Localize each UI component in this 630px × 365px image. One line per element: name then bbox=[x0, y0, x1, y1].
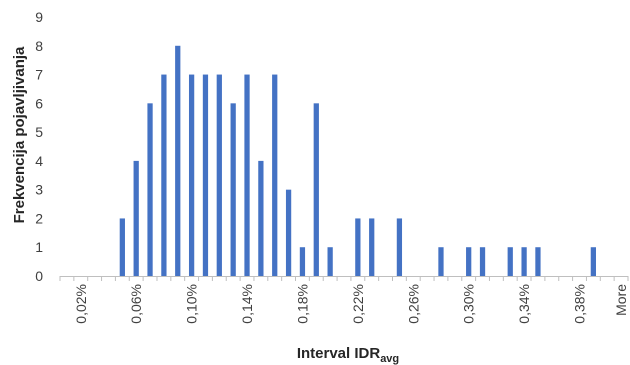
x-tick-label: 0,34% bbox=[516, 284, 532, 324]
bar-0,33% bbox=[507, 247, 513, 276]
bar-0,08% bbox=[161, 74, 167, 276]
bar-0,15% bbox=[258, 160, 264, 276]
x-tick-label: 0,06% bbox=[128, 284, 144, 324]
bar-0,10% bbox=[188, 74, 195, 276]
x-tick-label: 0,10% bbox=[184, 284, 200, 324]
x-tick-label: 0,38% bbox=[572, 284, 588, 324]
bar-0,22% bbox=[355, 218, 361, 276]
x-axis-title: Interval IDRavg bbox=[297, 345, 399, 365]
x-tick-label: 0,30% bbox=[461, 284, 477, 324]
x-tick-labels: 0,02% 0,06% 0,10% 0,14% 0,18% 0,22% 0,26% 0,30%… bbox=[73, 284, 629, 324]
bar-0,16% bbox=[272, 74, 278, 276]
bar-0,23% bbox=[369, 218, 375, 276]
bar-0,25% bbox=[396, 218, 403, 276]
bar-0,13% bbox=[230, 103, 236, 276]
x-tick-label: 0,14% bbox=[239, 284, 255, 324]
x-axis-title-subscript: avg bbox=[380, 353, 399, 365]
bar-0,12% bbox=[216, 74, 222, 276]
bar-0,14% bbox=[244, 74, 250, 276]
y-tick-label: 5 bbox=[35, 124, 43, 140]
y-tick-label: 4 bbox=[35, 153, 43, 169]
y-tick-label: 3 bbox=[35, 182, 43, 198]
bar-0,28% bbox=[438, 247, 444, 276]
bar-0,09% bbox=[175, 45, 181, 276]
y-tick-label: 0 bbox=[35, 268, 43, 284]
y-tick-label: 8 bbox=[35, 38, 43, 54]
bar-0,07% bbox=[147, 103, 153, 276]
bar-0,34% bbox=[521, 247, 527, 276]
y-tick-label: 1 bbox=[35, 239, 43, 255]
x-axis-title-main: Interval IDR bbox=[297, 345, 381, 362]
y-tick-label: 7 bbox=[35, 67, 43, 83]
y-tick-labels: 0 1 2 3 4 5 6 7 8 9 bbox=[35, 9, 43, 284]
x-tick-label: 0,02% bbox=[73, 284, 89, 324]
bar-0,31% bbox=[479, 247, 486, 276]
bar-0,30% bbox=[466, 247, 472, 276]
bar-0,17% bbox=[285, 189, 292, 276]
bar-0,19% bbox=[313, 103, 319, 276]
bars-group bbox=[119, 45, 596, 276]
y-tick-label: 2 bbox=[35, 210, 43, 226]
y-axis-title: Frekvencija pojavljivanja bbox=[11, 46, 28, 223]
bar-0,06% bbox=[133, 160, 139, 276]
x-tick-label: 0,18% bbox=[294, 284, 310, 324]
y-tick-label: 6 bbox=[35, 95, 43, 111]
bar-0,11% bbox=[202, 74, 209, 276]
bar-0,20% bbox=[327, 247, 333, 276]
bar-0,35% bbox=[535, 247, 541, 276]
bar-0,39% bbox=[590, 247, 596, 276]
bar-0,05% bbox=[119, 218, 125, 276]
y-tick-label: 9 bbox=[35, 9, 43, 25]
bar-0,18% bbox=[299, 247, 306, 276]
x-tick-label: 0,22% bbox=[350, 284, 366, 324]
x-tick-label: More bbox=[613, 284, 629, 316]
x-tick-label: 0,26% bbox=[405, 284, 421, 324]
x-tick-marks bbox=[59, 276, 629, 281]
